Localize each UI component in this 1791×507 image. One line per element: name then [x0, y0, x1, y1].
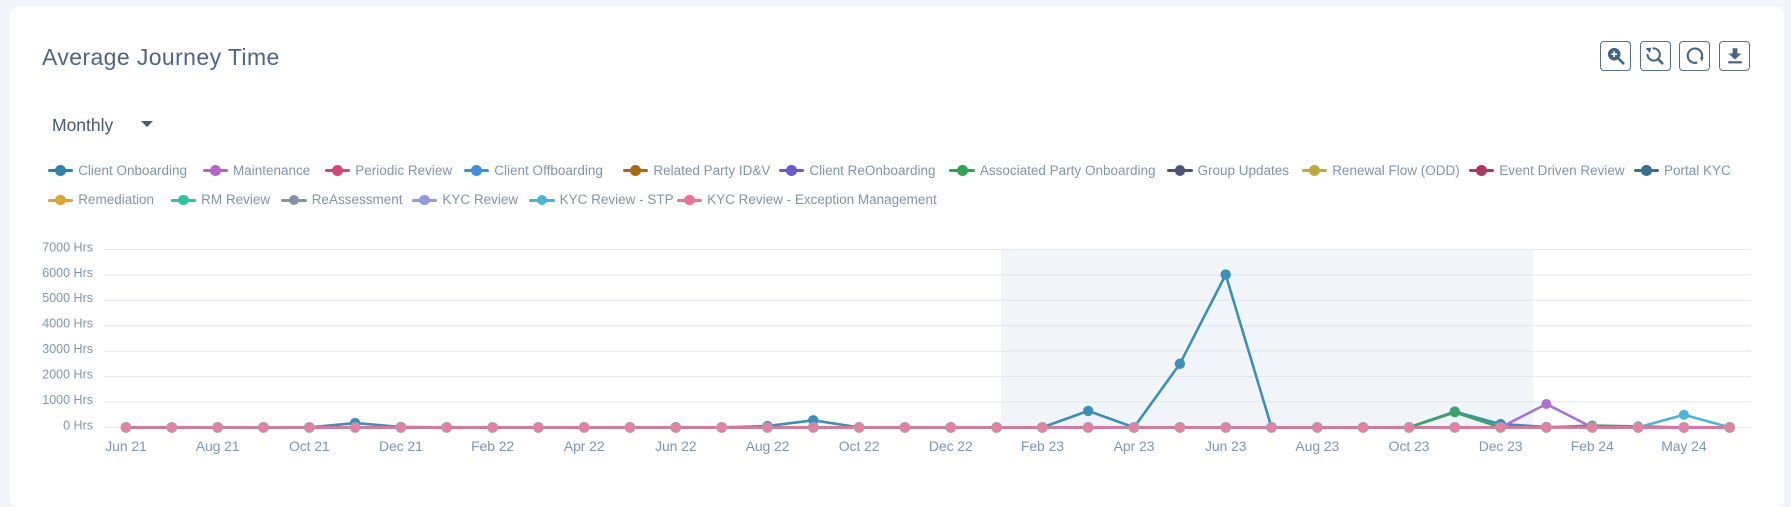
svg-text:Jun 22: Jun 22 — [655, 438, 697, 454]
svg-text:1000 Hrs: 1000 Hrs — [42, 393, 93, 407]
svg-text:Oct 23: Oct 23 — [1389, 438, 1430, 454]
svg-text:Oct 21: Oct 21 — [289, 438, 330, 454]
svg-text:Apr 22: Apr 22 — [564, 438, 605, 454]
svg-text:May 24: May 24 — [1661, 438, 1707, 454]
svg-text:Jun 23: Jun 23 — [1205, 438, 1247, 454]
svg-text:Aug 22: Aug 22 — [746, 438, 790, 454]
svg-text:2000 Hrs: 2000 Hrs — [42, 367, 93, 381]
svg-text:4000 Hrs: 4000 Hrs — [42, 317, 93, 331]
svg-text:Dec 21: Dec 21 — [379, 438, 423, 454]
svg-text:Apr 23: Apr 23 — [1114, 438, 1155, 454]
svg-text:Aug 21: Aug 21 — [196, 438, 240, 454]
svg-text:Feb 23: Feb 23 — [1021, 438, 1064, 454]
svg-text:Oct 22: Oct 22 — [839, 438, 880, 454]
svg-text:Aug 23: Aug 23 — [1295, 438, 1339, 454]
svg-text:0 Hrs: 0 Hrs — [63, 418, 93, 432]
svg-text:6000 Hrs: 6000 Hrs — [42, 266, 93, 280]
svg-text:7000 Hrs: 7000 Hrs — [42, 240, 93, 254]
svg-text:Feb 24: Feb 24 — [1571, 438, 1614, 454]
svg-text:Dec 22: Dec 22 — [929, 438, 973, 454]
svg-text:Feb 22: Feb 22 — [471, 438, 514, 454]
svg-text:Jun 21: Jun 21 — [105, 438, 147, 454]
svg-text:Dec 23: Dec 23 — [1479, 438, 1523, 454]
svg-text:5000 Hrs: 5000 Hrs — [42, 291, 93, 305]
svg-text:3000 Hrs: 3000 Hrs — [42, 342, 93, 356]
